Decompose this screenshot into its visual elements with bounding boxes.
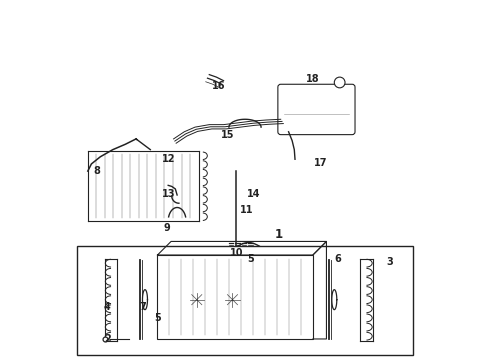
Text: 10: 10: [230, 248, 244, 258]
Bar: [77, 246, 413, 355]
Text: 1: 1: [275, 228, 283, 241]
Text: 14: 14: [247, 189, 261, 199]
Circle shape: [334, 77, 345, 88]
Text: 5: 5: [247, 254, 254, 264]
Bar: [157, 255, 313, 339]
Text: 6: 6: [335, 254, 341, 264]
Text: 8: 8: [93, 166, 100, 176]
Text: 15: 15: [221, 130, 235, 140]
Text: 5: 5: [154, 312, 161, 323]
Text: 16: 16: [212, 81, 225, 91]
Text: 13: 13: [161, 189, 175, 199]
Text: 11: 11: [240, 205, 253, 215]
Text: 2: 2: [104, 334, 111, 344]
FancyBboxPatch shape: [278, 84, 355, 135]
Text: 3: 3: [386, 257, 393, 267]
Text: 7: 7: [140, 302, 147, 312]
Text: 4: 4: [104, 302, 111, 312]
Text: 9: 9: [163, 223, 170, 233]
Text: 12: 12: [161, 154, 175, 163]
Text: 18: 18: [306, 74, 319, 84]
Text: 17: 17: [314, 158, 327, 168]
